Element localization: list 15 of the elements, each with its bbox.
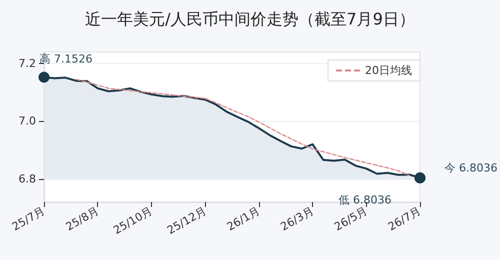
line-series (76, 78, 410, 176)
annotation: 低 6.8036 (338, 193, 392, 206)
x-tick-label: 26/5月 (332, 204, 370, 234)
x-tick-label: 26/3月 (278, 204, 316, 234)
y-tick-label: 7.0 (18, 114, 36, 128)
annotation: 高 7.1526 (40, 52, 92, 66)
x-tick-label: 25/7月 (10, 204, 48, 234)
x-tick-label: 26/1月 (224, 204, 262, 234)
y-tick-label: 7.2 (18, 57, 36, 70)
x-tick-label: 26/7月 (386, 204, 424, 234)
x-tick-label: 25/8月 (64, 204, 101, 234)
chart-title: 近一年美元/人民币中间价走势（截至7月9日） (85, 10, 415, 28)
y-tick-label: 6.8 (18, 172, 36, 186)
legend-label: 20日均线 (365, 64, 412, 77)
annotation: 今 6.8036 (444, 161, 498, 174)
